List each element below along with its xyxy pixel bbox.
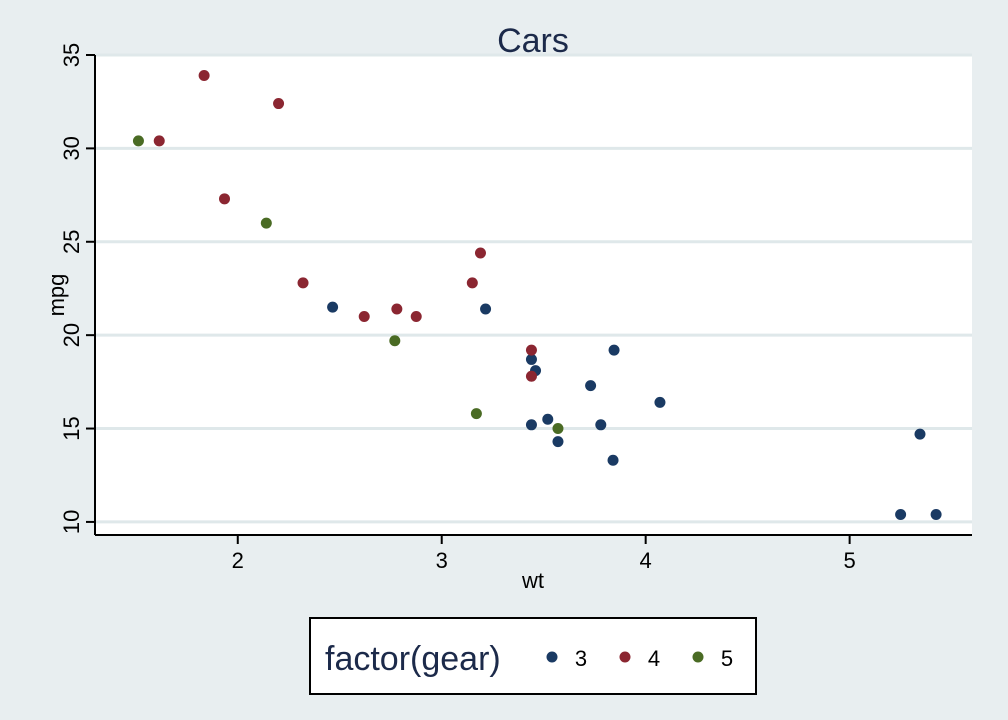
- point-gear-5: [552, 423, 564, 435]
- axis-ticks: 2 3 4 5 10 15 20 25 30 35: [59, 43, 856, 573]
- y-tick-label: 35: [59, 43, 84, 67]
- legend-label: 3: [575, 646, 587, 671]
- point-gear-4: [219, 193, 231, 205]
- y-axis-label: mpg: [44, 274, 69, 317]
- y-tick-label: 10: [59, 510, 84, 534]
- point-gear-4: [273, 98, 285, 110]
- legend-marker: [692, 651, 704, 663]
- y-tick-label: 20: [59, 323, 84, 347]
- point-gear-3: [327, 301, 339, 313]
- legend-box: [309, 617, 757, 695]
- point-gear-5: [389, 335, 401, 347]
- y-tick-label: 30: [59, 136, 84, 160]
- point-gear-3: [480, 303, 492, 315]
- point-gear-3: [525, 353, 537, 365]
- x-axis-label: wt: [521, 568, 544, 593]
- x-tick-label: 5: [844, 548, 856, 573]
- point-gear-5: [470, 408, 482, 420]
- x-tick-label: 3: [436, 548, 448, 573]
- point-gear-4: [474, 247, 486, 259]
- point-gear-3: [542, 413, 554, 425]
- data-points: [132, 70, 942, 520]
- point-gear-4: [525, 370, 537, 382]
- legend: factor(gear) 3 4 5: [309, 617, 757, 695]
- y-tick-label: 25: [59, 230, 84, 254]
- point-gear-3: [525, 419, 537, 431]
- x-tick-label: 2: [232, 548, 244, 573]
- point-gear-3: [608, 344, 620, 356]
- chart-title: Cars: [497, 22, 569, 60]
- point-gear-3: [895, 508, 907, 520]
- legend-label: 4: [648, 646, 660, 671]
- point-gear-4: [358, 310, 370, 322]
- legend-label: 5: [721, 646, 733, 671]
- point-gear-4: [466, 277, 478, 289]
- legend-marker: [546, 651, 558, 663]
- legend-items: 3 4 5: [546, 646, 733, 671]
- point-gear-4: [198, 70, 210, 82]
- point-gear-3: [595, 419, 607, 431]
- point-gear-3: [607, 454, 619, 466]
- point-gear-3: [654, 396, 666, 408]
- point-gear-4: [297, 277, 309, 289]
- legend-title: factor(gear): [325, 640, 501, 678]
- point-gear-5: [260, 217, 272, 229]
- legend-marker: [619, 651, 631, 663]
- gridlines: [95, 53, 972, 524]
- point-gear-5: [132, 135, 144, 147]
- point-gear-3: [552, 436, 564, 448]
- point-gear-4: [410, 310, 422, 322]
- x-tick-label: 4: [640, 548, 652, 573]
- point-gear-4: [153, 135, 165, 147]
- y-tick-label: 15: [59, 416, 84, 440]
- plot-area: [95, 55, 972, 535]
- point-gear-3: [914, 428, 926, 440]
- point-gear-3: [585, 380, 597, 392]
- point-gear-4: [525, 344, 537, 356]
- point-gear-3: [930, 508, 942, 520]
- point-gear-4: [391, 303, 403, 315]
- axes: [94, 55, 972, 536]
